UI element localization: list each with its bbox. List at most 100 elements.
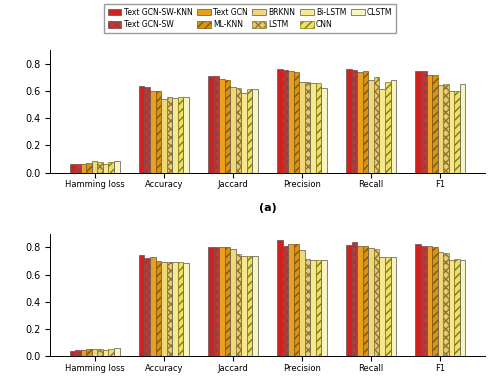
Bar bbox=[144, 87, 150, 173]
Bar bbox=[322, 88, 327, 173]
Bar bbox=[224, 247, 230, 356]
Bar bbox=[92, 161, 98, 173]
Bar bbox=[150, 91, 156, 173]
Bar bbox=[236, 254, 241, 356]
Bar bbox=[460, 84, 465, 173]
Bar bbox=[432, 75, 438, 173]
Bar bbox=[352, 242, 358, 356]
Bar bbox=[230, 87, 235, 173]
Bar bbox=[156, 261, 161, 356]
Bar bbox=[358, 246, 363, 356]
Bar bbox=[241, 256, 247, 356]
Bar bbox=[166, 262, 172, 356]
Bar bbox=[166, 96, 172, 173]
Bar bbox=[288, 71, 294, 173]
Bar bbox=[144, 258, 150, 356]
Bar bbox=[294, 72, 300, 173]
Bar bbox=[98, 163, 103, 173]
Bar bbox=[219, 79, 224, 173]
Bar bbox=[161, 99, 166, 173]
Bar bbox=[316, 82, 322, 173]
Bar bbox=[374, 77, 380, 173]
Bar bbox=[214, 247, 219, 356]
Bar bbox=[282, 70, 288, 173]
Bar bbox=[178, 262, 183, 356]
Bar bbox=[252, 89, 258, 173]
Bar bbox=[346, 69, 352, 173]
Bar bbox=[288, 243, 294, 356]
Bar bbox=[108, 349, 114, 356]
Bar bbox=[236, 88, 241, 173]
Bar bbox=[70, 351, 75, 356]
Bar bbox=[277, 69, 282, 173]
Bar bbox=[108, 162, 114, 173]
Bar bbox=[352, 70, 358, 173]
Bar bbox=[438, 84, 443, 173]
Bar bbox=[426, 246, 432, 356]
Bar bbox=[252, 257, 258, 356]
Bar bbox=[432, 247, 438, 356]
Bar bbox=[294, 244, 300, 356]
Bar bbox=[368, 248, 374, 356]
Bar bbox=[76, 164, 81, 173]
Bar bbox=[421, 71, 426, 173]
Bar bbox=[310, 83, 316, 173]
Bar bbox=[247, 256, 252, 356]
Bar bbox=[150, 257, 156, 356]
Bar bbox=[208, 247, 214, 356]
Bar bbox=[114, 161, 119, 173]
Bar bbox=[86, 163, 92, 173]
Bar bbox=[183, 97, 188, 173]
Bar bbox=[277, 240, 282, 356]
Bar bbox=[230, 249, 235, 356]
Bar bbox=[81, 349, 86, 356]
Bar bbox=[114, 348, 119, 356]
Bar bbox=[390, 257, 396, 356]
Bar bbox=[103, 164, 108, 173]
Bar bbox=[172, 98, 178, 173]
Bar bbox=[448, 91, 454, 173]
Bar bbox=[416, 244, 421, 356]
Bar bbox=[385, 257, 390, 356]
Bar bbox=[380, 257, 385, 356]
Bar bbox=[368, 79, 374, 173]
Bar bbox=[183, 263, 188, 356]
Bar bbox=[214, 76, 219, 173]
Bar bbox=[224, 79, 230, 173]
Legend: Text GCN-SW-KNN, Text GCN-SW, Text GCN, ML-KNN, BRKNN, LSTM, Bi-LSTM, CNN, CLSTM: Text GCN-SW-KNN, Text GCN-SW, Text GCN, … bbox=[104, 4, 397, 33]
Bar bbox=[98, 349, 103, 356]
Bar bbox=[363, 246, 368, 356]
Bar bbox=[81, 164, 86, 173]
Bar bbox=[76, 350, 81, 356]
Bar bbox=[139, 86, 144, 173]
Bar bbox=[310, 260, 316, 356]
Bar bbox=[358, 72, 363, 173]
Bar bbox=[363, 71, 368, 173]
Bar bbox=[247, 89, 252, 173]
Bar bbox=[92, 349, 98, 356]
Bar bbox=[426, 75, 432, 173]
Bar bbox=[282, 246, 288, 356]
Bar bbox=[416, 71, 421, 173]
Bar bbox=[454, 259, 460, 356]
Bar bbox=[380, 89, 385, 173]
Bar bbox=[438, 252, 443, 356]
Bar bbox=[454, 91, 460, 173]
Bar bbox=[443, 84, 448, 173]
Bar bbox=[390, 80, 396, 173]
Bar bbox=[385, 82, 390, 173]
Bar bbox=[241, 93, 247, 173]
Bar bbox=[172, 262, 178, 356]
Bar bbox=[300, 82, 305, 173]
Bar bbox=[219, 247, 224, 356]
Bar bbox=[86, 349, 92, 356]
Bar bbox=[448, 260, 454, 356]
Bar bbox=[460, 260, 465, 356]
Bar bbox=[156, 91, 161, 173]
Bar bbox=[374, 249, 380, 356]
Bar bbox=[208, 76, 214, 173]
Text: (a): (a) bbox=[258, 203, 276, 213]
Bar bbox=[443, 253, 448, 356]
Bar bbox=[421, 246, 426, 356]
Bar bbox=[305, 82, 310, 173]
